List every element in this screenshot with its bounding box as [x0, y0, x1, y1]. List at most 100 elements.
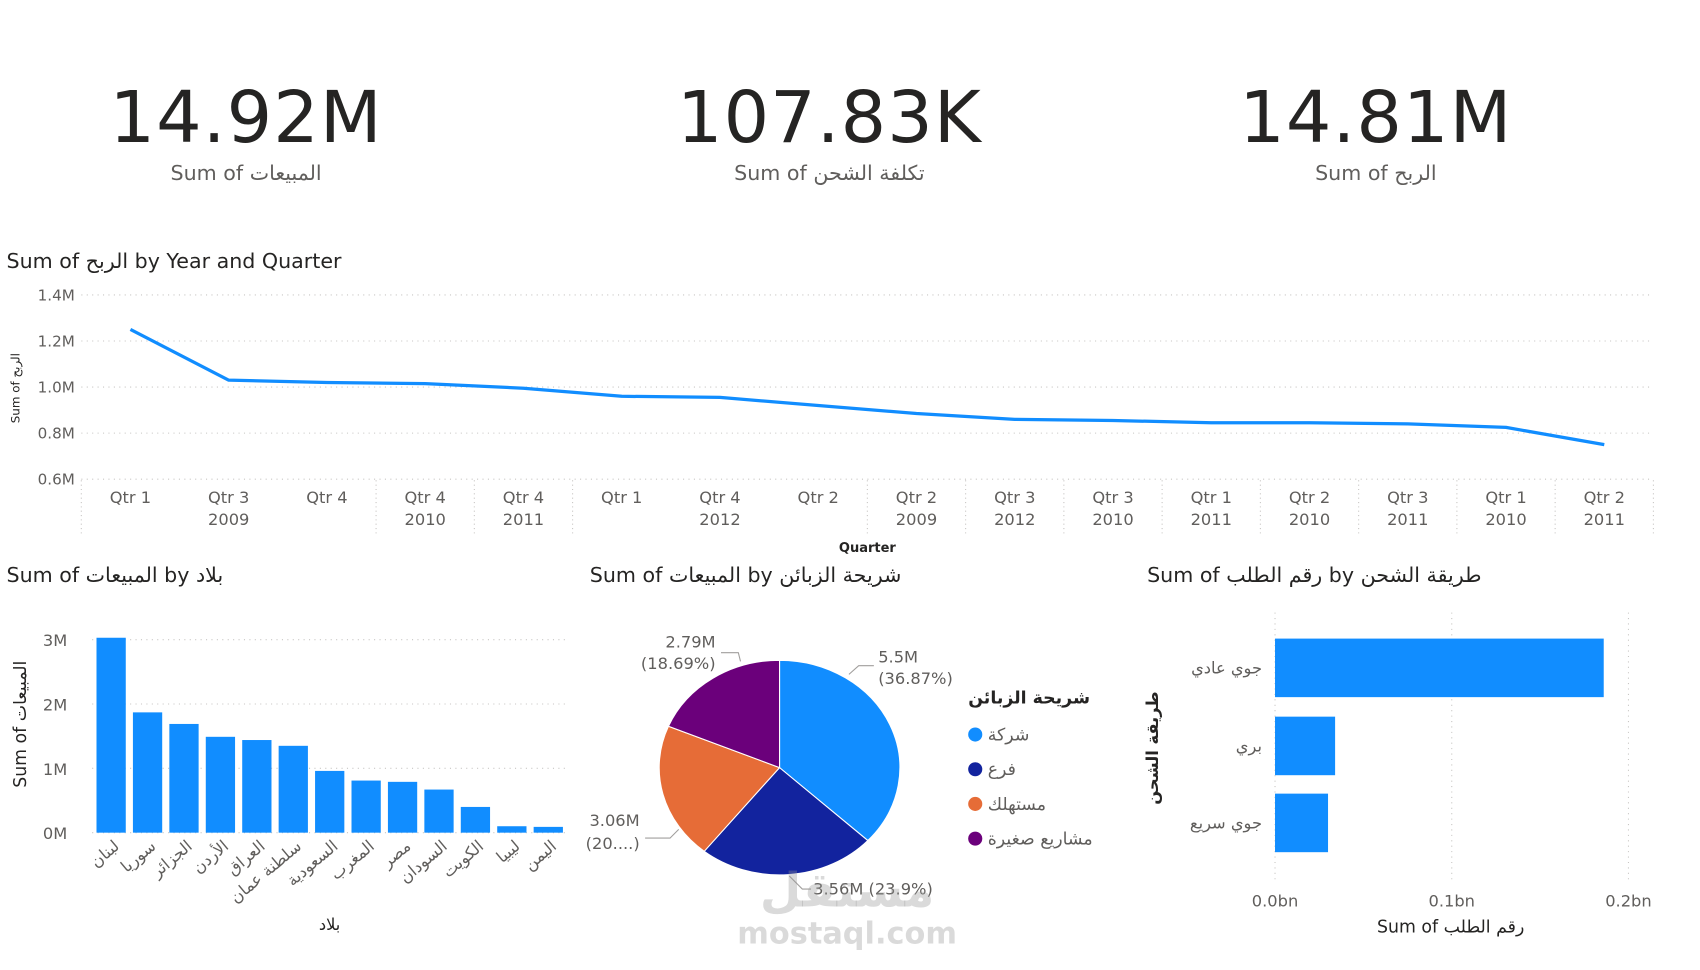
- x-tick-label: ليبيا: [493, 836, 524, 866]
- x-tick-label: Qtr 2: [798, 488, 839, 507]
- bar-الأردن[interactable]: [205, 736, 236, 833]
- bar-اليمن[interactable]: [533, 826, 563, 833]
- x-year-label: 2010: [1289, 510, 1330, 529]
- bar-المغرب[interactable]: [351, 780, 381, 833]
- pie-legend: شريحة الزبائن شركة فرع مستهلك مشاريع صغيرة: [968, 687, 1093, 855]
- kpi-label: Sum of الربح: [1315, 161, 1437, 186]
- legend-item[interactable]: فرع: [968, 751, 1093, 786]
- x-year-label: 2012: [994, 510, 1035, 529]
- x-tick-label: 0.1bn: [1429, 891, 1475, 910]
- x-tick-label: Qtr 2: [1289, 488, 1330, 507]
- legend-item[interactable]: شركة: [968, 717, 1093, 752]
- kpi-value: 14.92M: [109, 75, 383, 160]
- kpi-card-profit[interactable]: 14.81M Sum of الربح: [1159, 76, 1593, 186]
- data-label: 3.56M (23.9%): [813, 879, 933, 898]
- bar-جوي عادي[interactable]: [1275, 638, 1604, 698]
- x-year-label: 2012: [699, 510, 740, 529]
- legend-item[interactable]: مستهلك: [968, 786, 1093, 821]
- y-tick-label: 1M: [43, 760, 67, 779]
- x-tick-label: Qtr 3: [208, 488, 249, 507]
- bar-سلطنة عمان[interactable]: [278, 745, 308, 833]
- x-tick-label: 0.0bn: [1252, 891, 1298, 910]
- x-year-label: 2011: [503, 510, 544, 529]
- bar-السودان[interactable]: [424, 789, 454, 833]
- legend-title: شريحة الزبائن: [968, 687, 1091, 708]
- legend-item[interactable]: مشاريع صغيرة: [968, 821, 1093, 856]
- x-tick-label: لبنان: [86, 836, 122, 871]
- legend-dot-icon: [968, 831, 983, 846]
- x-tick-label: Qtr 1: [601, 488, 642, 507]
- x-axis-title: Sum of رقم الطلب: [1377, 917, 1524, 937]
- line-chart-title: Sum of الربح by Year and Quarter: [6, 249, 342, 274]
- y-tick-label: 3M: [43, 631, 67, 650]
- pie-slice-فرع[interactable]: [703, 766, 869, 876]
- bar-الكويت[interactable]: [460, 806, 491, 833]
- kpi-label: Sum of المبيعات: [170, 161, 322, 186]
- y-tick-label: 0.6M: [38, 471, 75, 489]
- x-tick-label: Qtr 1: [1485, 488, 1526, 507]
- leader-line[interactable]: [645, 829, 680, 839]
- kpi-label: Sum of تكلفة الشحن: [734, 161, 925, 186]
- x-tick-label: 0.2bn: [1605, 891, 1651, 910]
- x-year-label: 2011: [1387, 510, 1428, 529]
- kpi-value: 107.83K: [676, 75, 982, 160]
- x-tick-label: Qtr 2: [1584, 488, 1625, 507]
- x-year-label: 2009: [896, 510, 937, 529]
- bar-مصر[interactable]: [387, 781, 418, 833]
- kpi-card-sales[interactable]: 14.92M Sum of المبيعات: [29, 76, 463, 186]
- x-year-label: 2011: [1191, 510, 1232, 529]
- leader-line[interactable]: [848, 665, 874, 675]
- legend-dot-icon: [968, 726, 983, 742]
- legend-label: مستهلك: [987, 793, 1047, 814]
- bar-بري[interactable]: [1275, 716, 1336, 776]
- pie-slice-مشاريع صغيرة[interactable]: [667, 659, 781, 769]
- y-tick-label: 2M: [43, 696, 67, 715]
- pie-slice-مستهلك[interactable]: [658, 725, 781, 853]
- data-label: (18.69%): [641, 654, 716, 673]
- bar-ليبيا[interactable]: [497, 826, 527, 833]
- bar-السعودية[interactable]: [315, 770, 345, 833]
- legend-label: شركة: [987, 723, 1030, 745]
- bar-سوريا[interactable]: [132, 712, 163, 833]
- bar-لبنان[interactable]: [96, 637, 126, 833]
- hbar-chart-title: Sum of رقم الطلب by طريقة الشحن: [1147, 563, 1482, 588]
- pie-slice-شركة[interactable]: [778, 659, 901, 842]
- x-axis-title: Quarter: [839, 541, 897, 556]
- profit-line[interactable]: [129, 328, 1605, 447]
- x-tick-label: Qtr 3: [1387, 488, 1428, 507]
- bar-الجزائر[interactable]: [169, 723, 199, 833]
- bar-العراق[interactable]: [242, 740, 272, 833]
- x-tick-label: Qtr 3: [994, 488, 1035, 507]
- x-tick-label: Qtr 3: [1092, 488, 1133, 507]
- data-label: (20....): [586, 834, 640, 853]
- y-tick-label: جوي سريع: [1190, 813, 1262, 833]
- x-tick-label: الكويت: [439, 836, 488, 882]
- bar-جوي سريع[interactable]: [1275, 793, 1329, 853]
- y-axis-title: Sum of المبيعات: [11, 661, 31, 788]
- y-tick-label: 1.0M: [38, 378, 75, 396]
- x-year-label: 2010: [1485, 510, 1526, 529]
- x-tick-label: الجزائر: [147, 836, 197, 882]
- x-tick-label: Qtr 4: [405, 488, 446, 507]
- leader-line[interactable]: [720, 652, 742, 662]
- x-year-label: 2010: [405, 510, 446, 529]
- data-label: 5.5M: [878, 647, 918, 666]
- kpi-card-shipping-cost[interactable]: 107.83K Sum of تكلفة الشحن: [613, 76, 1047, 186]
- y-tick-label: 1.2M: [38, 332, 75, 350]
- x-tick-label: Qtr 4: [306, 488, 347, 507]
- legend-dot-icon: [968, 761, 983, 776]
- x-tick-label: اليمن: [520, 836, 561, 875]
- pie-chart-title: Sum of المبيعات by شريحة الزبائن: [589, 563, 902, 588]
- x-tick-label: Qtr 4: [503, 488, 544, 507]
- y-tick-label: 1.4M: [38, 286, 75, 304]
- data-label: (36.87%): [878, 669, 953, 688]
- y-tick-label: 0M: [43, 824, 67, 843]
- y-tick-label: بري: [1236, 736, 1262, 756]
- y-tick-label: 0.8M: [38, 425, 75, 443]
- leader-line[interactable]: [788, 875, 811, 890]
- y-tick-label: جوي عادي: [1191, 658, 1262, 678]
- x-tick-label: Qtr 4: [699, 488, 740, 507]
- y-axis-title: Sum of الربح: [9, 353, 24, 423]
- x-year-label: 2010: [1092, 510, 1133, 529]
